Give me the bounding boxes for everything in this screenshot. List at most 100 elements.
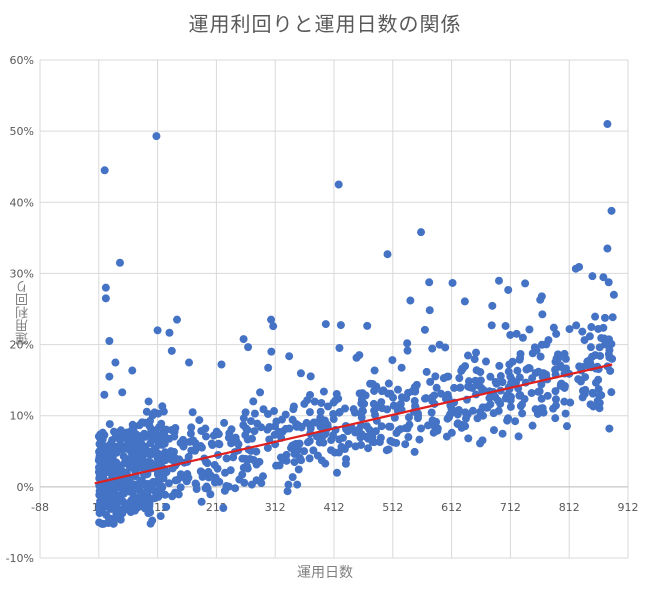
data-point — [464, 377, 473, 386]
data-point — [472, 366, 481, 375]
data-point — [100, 166, 109, 175]
data-point — [152, 450, 161, 459]
data-point — [495, 361, 504, 370]
data-point — [364, 444, 373, 453]
data-point — [588, 389, 597, 398]
data-point — [481, 357, 490, 366]
data-point — [425, 306, 434, 315]
data-point — [306, 390, 315, 399]
data-point — [566, 398, 575, 407]
data-point — [295, 453, 304, 462]
data-point — [406, 296, 415, 305]
data-point — [561, 409, 570, 418]
data-point — [116, 426, 125, 435]
data-point — [403, 346, 412, 355]
data-point — [144, 450, 153, 459]
data-point — [119, 452, 128, 461]
data-point — [327, 446, 336, 455]
data-point — [496, 372, 505, 381]
data-point — [283, 487, 292, 496]
x-tick-label: 812 — [559, 501, 580, 514]
data-point — [375, 438, 384, 447]
data-point — [323, 402, 332, 411]
y-tick-label: 50% — [10, 125, 34, 138]
data-point — [363, 321, 372, 330]
data-point — [238, 454, 247, 463]
data-point — [243, 425, 252, 434]
data-point — [498, 429, 507, 438]
data-point — [357, 440, 366, 449]
data-point — [605, 346, 614, 355]
data-point — [404, 413, 413, 422]
data-point — [585, 332, 594, 341]
data-point — [206, 490, 215, 499]
data-point — [112, 512, 121, 521]
data-point — [204, 473, 213, 482]
data-point — [371, 427, 380, 436]
data-point — [350, 408, 359, 417]
data-point — [250, 409, 259, 418]
data-point — [284, 480, 293, 489]
data-point — [384, 379, 393, 388]
data-point — [443, 414, 452, 423]
data-point — [528, 421, 537, 430]
data-point — [585, 362, 594, 371]
chart-title: 運用利回りと運用日数の関係 — [188, 12, 462, 36]
y-tick-label: 20% — [10, 339, 34, 352]
data-point — [377, 422, 386, 431]
data-point — [385, 422, 394, 431]
data-point — [436, 389, 445, 398]
data-point — [470, 355, 479, 364]
data-point — [135, 433, 144, 442]
data-point — [392, 438, 401, 447]
data-point — [177, 473, 186, 482]
data-point — [383, 405, 392, 414]
data-point — [571, 264, 580, 273]
data-point — [489, 409, 498, 418]
data-point — [321, 459, 330, 468]
data-point — [405, 420, 414, 429]
data-point — [359, 407, 368, 416]
data-point — [605, 353, 614, 362]
x-axis-label: 運用日数 — [297, 565, 353, 581]
data-point — [317, 398, 326, 407]
data-point — [446, 402, 455, 411]
data-point — [420, 325, 429, 334]
data-point — [561, 354, 570, 363]
data-point — [250, 427, 259, 436]
data-point — [518, 409, 527, 418]
data-point — [368, 379, 377, 388]
x-tick-label: -88 — [31, 501, 49, 514]
data-point — [565, 325, 574, 334]
data-point — [586, 343, 595, 352]
data-point — [150, 487, 159, 496]
data-point — [444, 372, 453, 381]
data-point — [242, 461, 251, 470]
data-point — [551, 414, 560, 423]
data-point — [248, 434, 257, 443]
data-point — [190, 446, 199, 455]
data-point — [608, 313, 617, 322]
data-point — [319, 387, 328, 396]
tick-labels: -10%0%10%20%30%40%50%60%-881211221231241… — [6, 54, 639, 565]
data-point — [111, 479, 120, 488]
data-point — [425, 278, 434, 287]
data-point — [334, 448, 343, 457]
data-point — [112, 500, 121, 509]
data-point — [402, 394, 411, 403]
data-point — [456, 383, 465, 392]
data-point — [256, 388, 265, 397]
data-point — [222, 454, 231, 463]
data-point — [231, 484, 240, 493]
data-point — [544, 336, 553, 345]
data-point — [560, 382, 569, 391]
data-point — [290, 458, 299, 467]
data-point — [222, 482, 231, 491]
data-point — [457, 366, 466, 375]
data-point — [95, 433, 104, 442]
data-point — [581, 373, 590, 382]
data-point — [455, 374, 464, 383]
data-point — [137, 476, 146, 485]
data-point — [294, 465, 303, 474]
y-tick-label: 60% — [10, 54, 34, 67]
